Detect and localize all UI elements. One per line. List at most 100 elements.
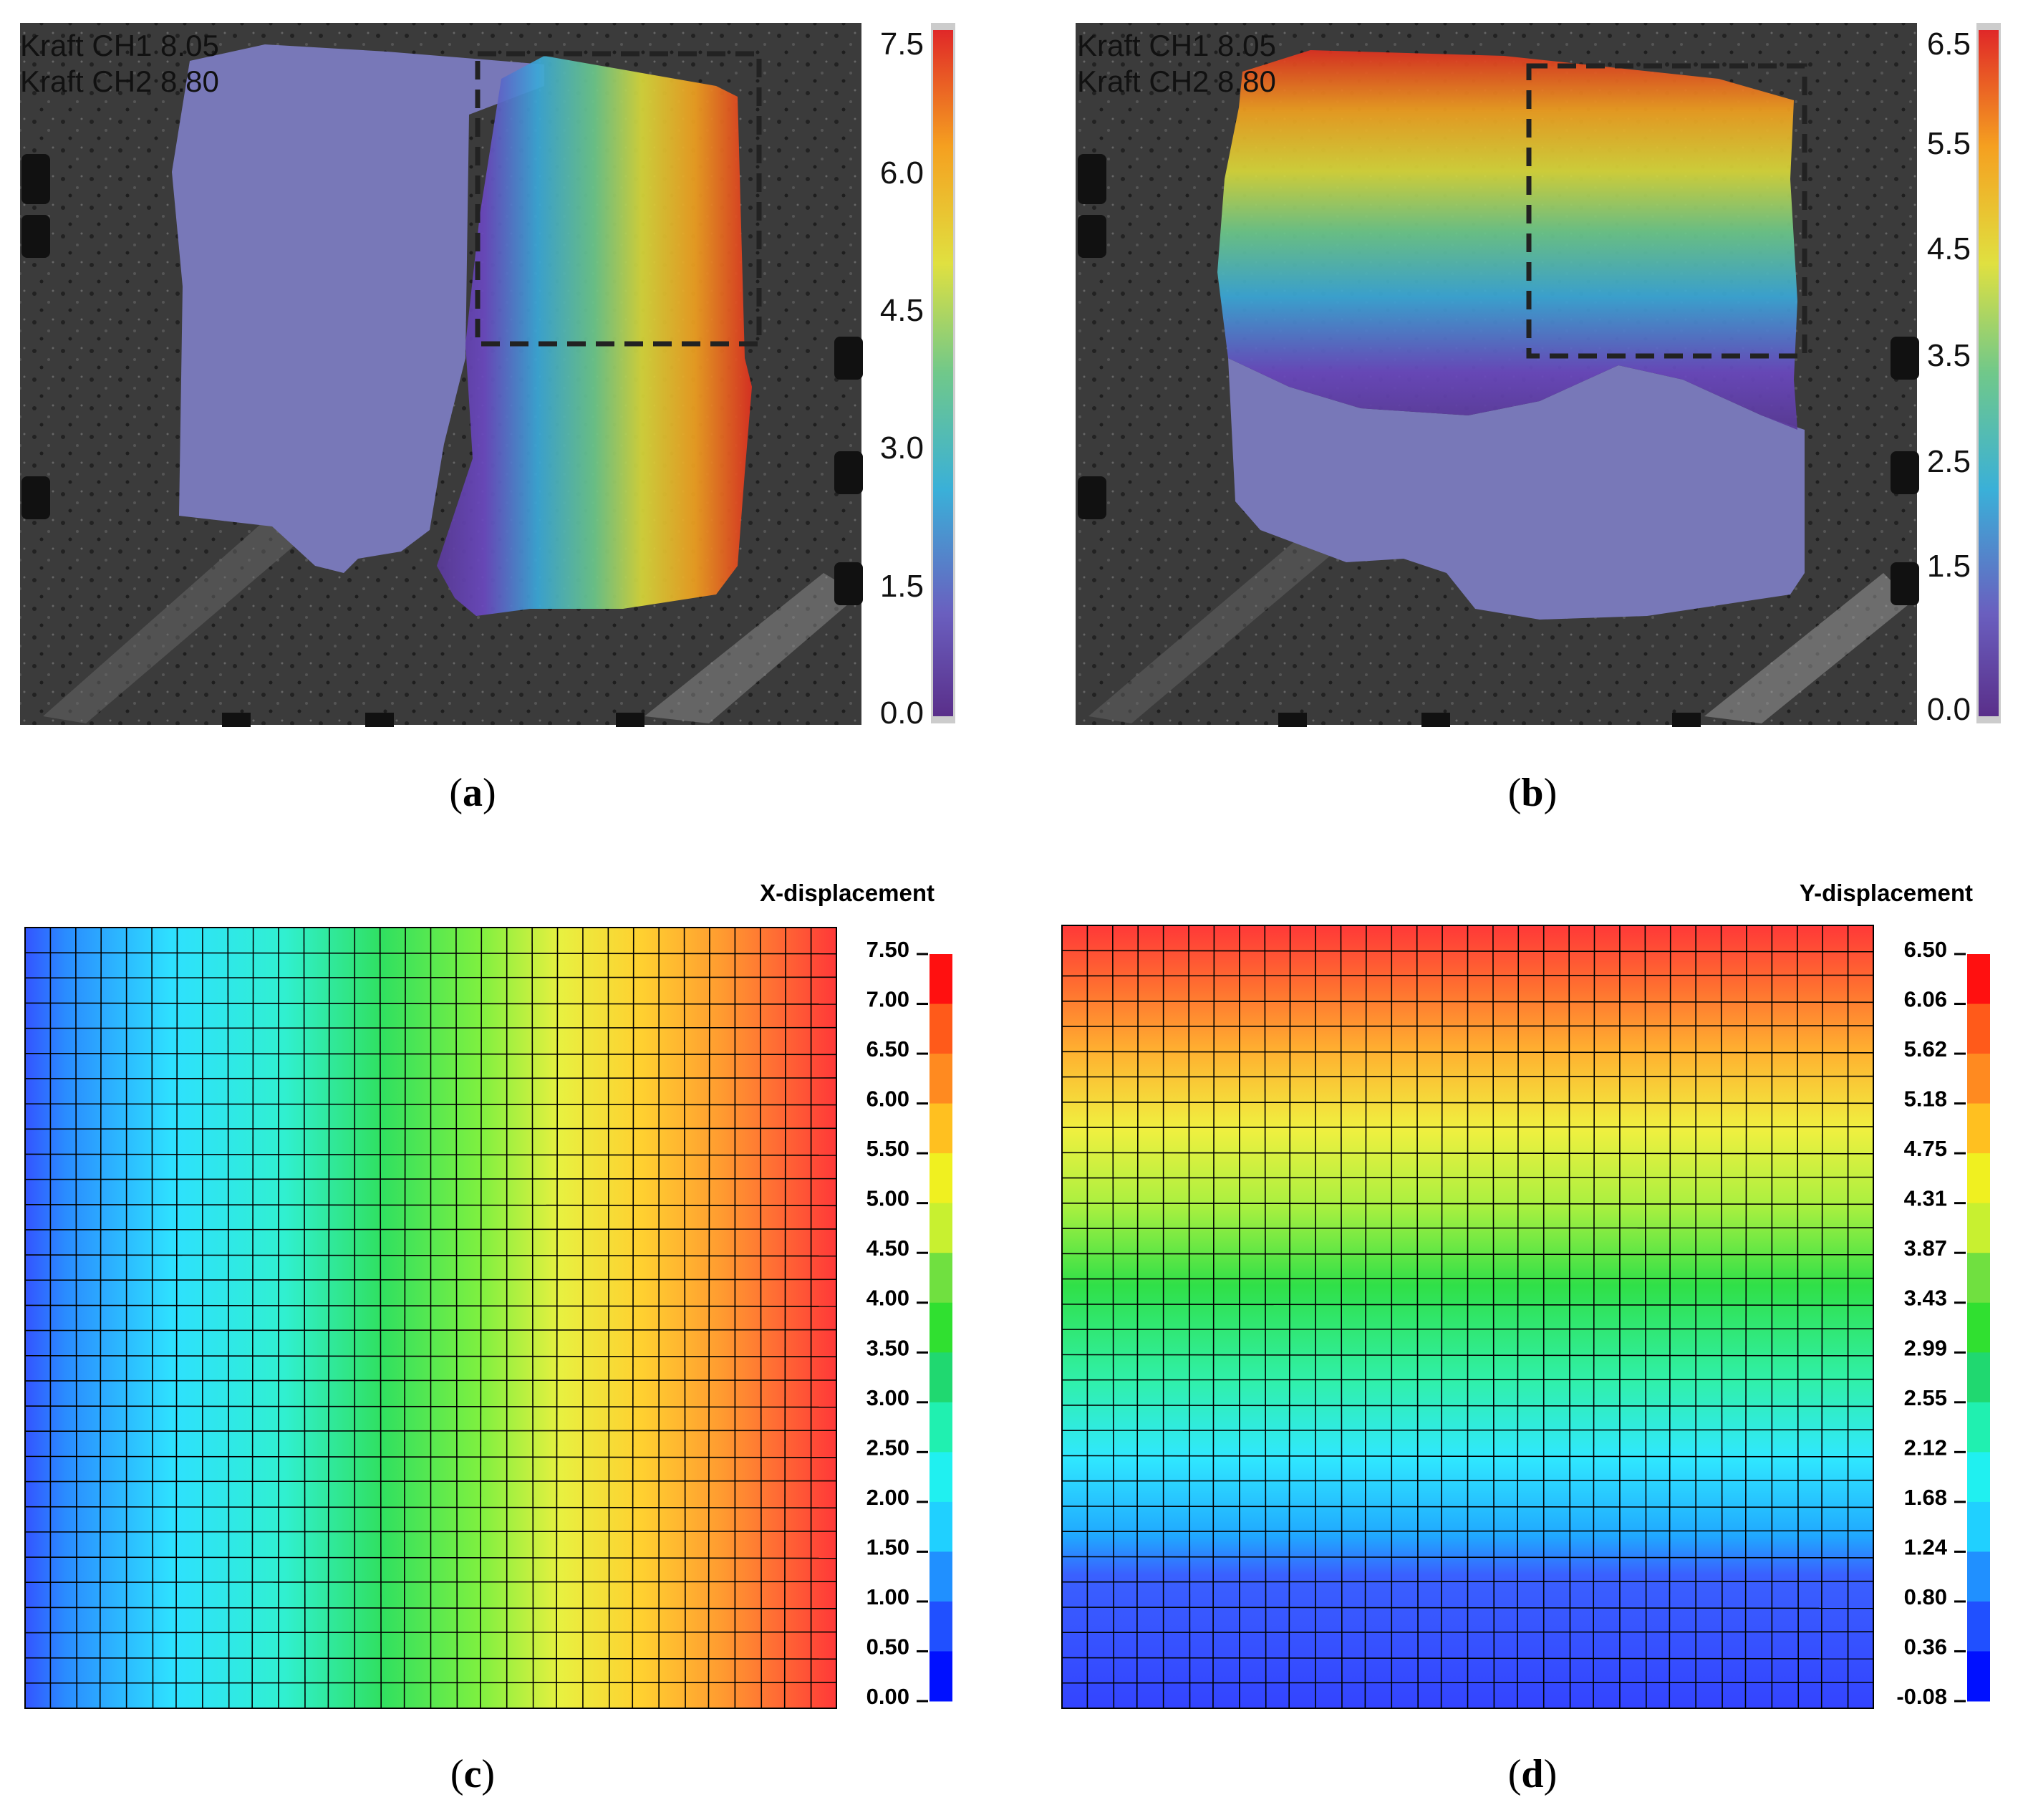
mesh-line bbox=[1644, 925, 1647, 1709]
legend-swatch bbox=[1967, 1103, 1990, 1154]
mesh-line bbox=[632, 927, 634, 1709]
legend-label: 4.31 bbox=[1904, 1186, 1947, 1211]
specimen-region-gradient bbox=[1217, 50, 1797, 430]
legend-swatch bbox=[1967, 1501, 1990, 1552]
mesh-line bbox=[531, 927, 534, 1709]
overlay-ch2: Kraft CH2 8.80 bbox=[20, 64, 219, 98]
mesh-line bbox=[1061, 1152, 1874, 1155]
mesh-line bbox=[1669, 925, 1671, 1709]
legend-label: 5.50 bbox=[866, 1136, 909, 1161]
legend-label: 0.80 bbox=[1904, 1584, 1947, 1609]
mesh-line bbox=[24, 1053, 837, 1056]
mesh-line bbox=[556, 927, 559, 1709]
mesh-line bbox=[24, 1329, 837, 1332]
mesh-line bbox=[251, 927, 254, 1709]
fe-mesh-y bbox=[1061, 925, 1874, 1709]
legend-swatch bbox=[1967, 1651, 1990, 1702]
mesh-line bbox=[1136, 925, 1139, 1709]
legend-swatch bbox=[930, 1651, 952, 1702]
mesh-line bbox=[1061, 1304, 1874, 1306]
mesh-line bbox=[24, 1657, 837, 1660]
mesh-line bbox=[24, 1480, 837, 1483]
legend-label: 4.00 bbox=[866, 1286, 909, 1311]
mesh-line bbox=[175, 927, 178, 1709]
overlay-ch2: Kraft CH2 8.80 bbox=[1077, 64, 1276, 98]
mesh-line bbox=[1061, 1681, 1874, 1684]
legend-label: 2.00 bbox=[866, 1485, 909, 1510]
mesh-line bbox=[1061, 1657, 1874, 1660]
legend-swatch bbox=[930, 1253, 952, 1304]
mesh-line bbox=[1061, 1479, 1874, 1482]
mesh-line bbox=[1061, 1607, 1874, 1609]
legend-swatch bbox=[1967, 1452, 1990, 1503]
legend-label: 4.75 bbox=[1904, 1136, 1947, 1161]
mesh-line bbox=[24, 1380, 837, 1382]
legend-label: 5.62 bbox=[1904, 1036, 1947, 1061]
mesh-line bbox=[1061, 1405, 1874, 1407]
cbar-a-tick: 3.0 bbox=[880, 430, 924, 466]
legend-swatch bbox=[1967, 1551, 1990, 1602]
cbar-b-tick: 5.5 bbox=[1927, 126, 1971, 161]
mesh-line bbox=[379, 927, 382, 1709]
panel-d: Y-displacement 6.50 6.06 5.62 5.18 4.75 4.31 3… bbox=[1061, 880, 1990, 1709]
legend-label: 1.24 bbox=[1904, 1534, 1948, 1559]
specimen-region-gradient bbox=[437, 56, 752, 616]
legend-label: 1.00 bbox=[866, 1584, 909, 1609]
mesh-line bbox=[24, 1607, 837, 1609]
specimen-region-low bbox=[1228, 358, 1805, 620]
roi-dashed-box bbox=[1526, 63, 1807, 359]
mesh-line bbox=[1061, 1203, 1874, 1205]
mesh-line bbox=[708, 927, 710, 1709]
caption-b: (b) bbox=[1508, 771, 1557, 815]
legend-swatch bbox=[1967, 1203, 1990, 1253]
legend-label: 7.50 bbox=[866, 937, 909, 962]
fe-title-x: X-displacement bbox=[760, 880, 935, 906]
mesh-line bbox=[759, 927, 763, 1709]
overlay-ch1: Kraft CH1 8.05 bbox=[1077, 29, 1276, 62]
mesh-line bbox=[24, 1405, 837, 1408]
colorbar-ticks-a: 7.5 6.0 4.5 3.0 1.5 0.0 bbox=[880, 27, 924, 731]
mesh-line bbox=[24, 1153, 837, 1156]
mesh-line bbox=[403, 927, 406, 1709]
cbar-b-tick: 2.5 bbox=[1927, 444, 1971, 479]
mesh-line bbox=[151, 927, 154, 1709]
legend-swatch bbox=[930, 1551, 952, 1602]
legend-label: 2.55 bbox=[1904, 1385, 1947, 1410]
legend-swatch bbox=[930, 1601, 952, 1652]
fe-legend-x: 7.50 7.00 6.50 6.00 5.50 5.00 4.50 4.00 3.50 3.00… bbox=[866, 937, 952, 1709]
fe-mesh-x bbox=[24, 927, 837, 1709]
panel-a: Kraft CH1 8.05 Kraft CH2 8.80 7.5 6.0 4.… bbox=[20, 23, 955, 731]
mesh-line bbox=[24, 1531, 837, 1533]
mesh-line bbox=[24, 1026, 837, 1029]
mesh-line bbox=[24, 1077, 837, 1079]
mesh-line bbox=[1796, 925, 1800, 1709]
mesh-line bbox=[1568, 925, 1571, 1709]
colorbar bbox=[933, 30, 953, 716]
mesh-line bbox=[303, 927, 306, 1709]
legend-label: 1.68 bbox=[1904, 1485, 1947, 1510]
mesh-line bbox=[1264, 925, 1267, 1709]
legend-label: 0.50 bbox=[866, 1634, 909, 1659]
mesh-line bbox=[1593, 925, 1595, 1709]
mesh-line bbox=[1416, 925, 1419, 1709]
cbar-b-tick: 1.5 bbox=[1927, 549, 1971, 584]
mesh-line bbox=[1517, 925, 1520, 1709]
legend-swatch bbox=[1967, 1601, 1990, 1652]
specimen-region-low bbox=[172, 44, 544, 573]
legend-label: 2.99 bbox=[1904, 1335, 1947, 1360]
mesh-line bbox=[24, 1002, 837, 1005]
legend-swatch bbox=[930, 1054, 952, 1104]
legend-label: 3.87 bbox=[1904, 1236, 1947, 1261]
legend-swatch bbox=[1967, 954, 1990, 1005]
mesh-line bbox=[327, 927, 330, 1709]
mesh-line bbox=[1112, 925, 1115, 1709]
mesh-line bbox=[24, 1455, 837, 1458]
legend-label: 7.00 bbox=[866, 987, 909, 1012]
mesh-line bbox=[1061, 1455, 1874, 1458]
mesh-line bbox=[1061, 950, 1874, 953]
legend-label: -0.08 bbox=[1896, 1684, 1947, 1709]
mesh-line bbox=[1288, 925, 1291, 1709]
mesh-line bbox=[1212, 925, 1215, 1709]
mesh-line bbox=[1440, 925, 1443, 1709]
